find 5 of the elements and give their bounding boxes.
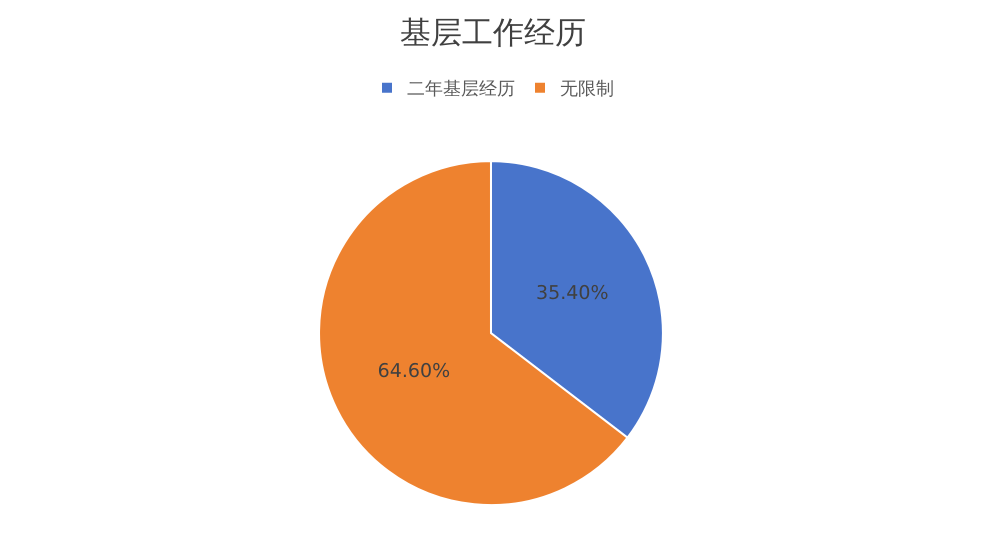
legend-label: 二年基层经历 [407, 78, 515, 100]
data-label: 35.40% [536, 282, 608, 304]
legend-label: 无限制 [560, 78, 614, 100]
chart-title: 基层工作经历 [400, 14, 586, 51]
data-label: 64.60% [378, 360, 450, 382]
